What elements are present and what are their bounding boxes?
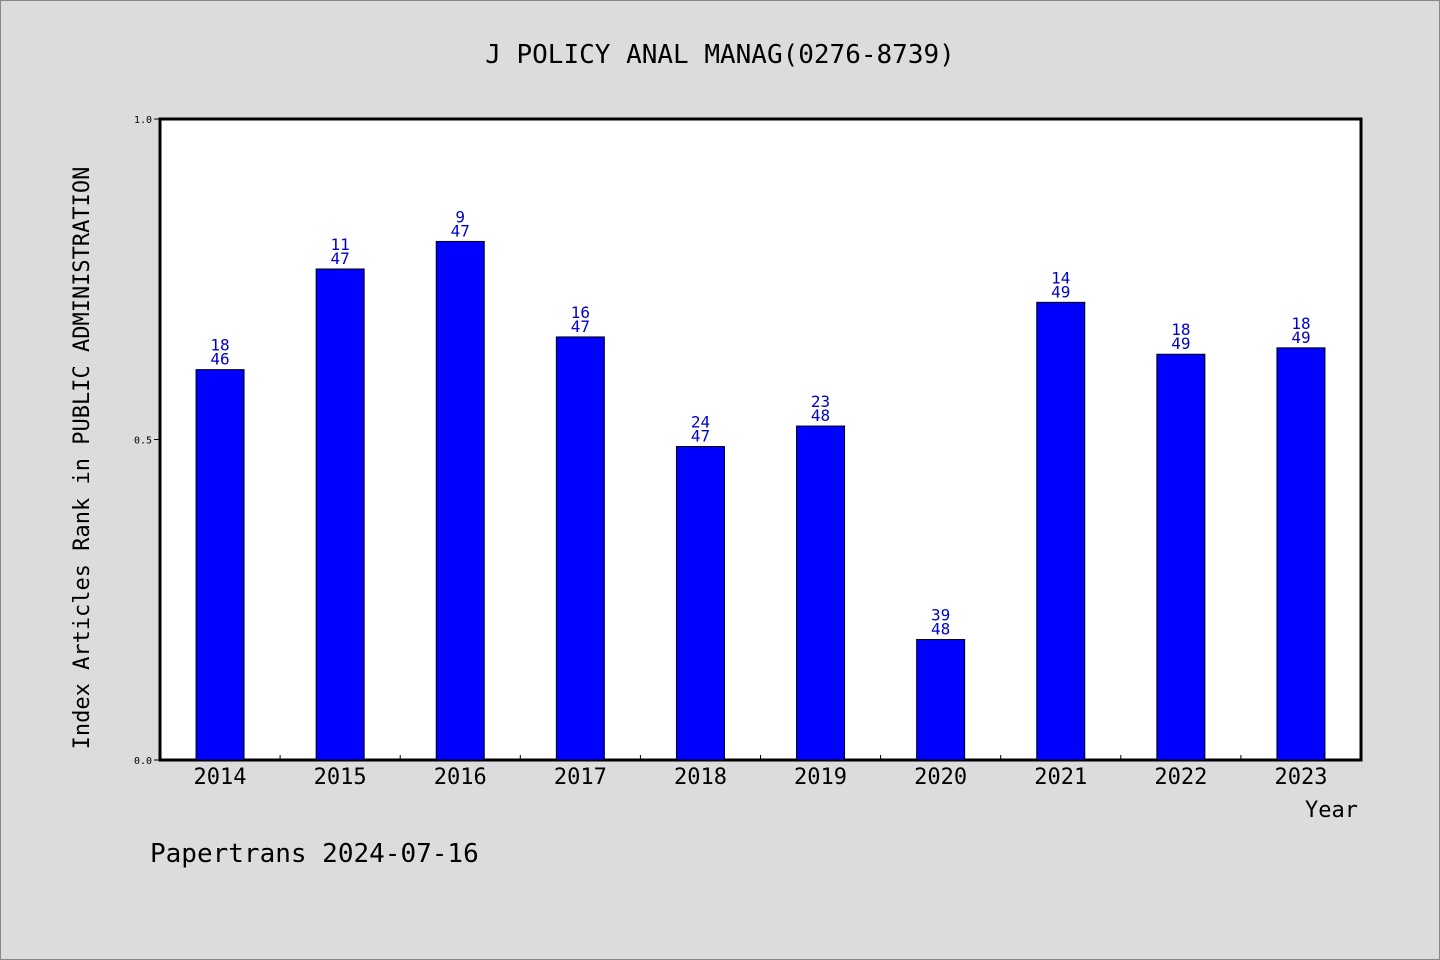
bar-rank-label: 18 bbox=[210, 336, 229, 355]
bar-rank-label: 23 bbox=[811, 392, 830, 411]
x-tick-label: 2018 bbox=[674, 765, 727, 790]
x-tick-label: 2016 bbox=[434, 765, 487, 790]
bar-rank-label: 18 bbox=[1291, 314, 1310, 333]
bar-total-label: 47 bbox=[451, 221, 470, 240]
bar-total-label: 47 bbox=[331, 249, 350, 268]
bar-2022 bbox=[1156, 353, 1206, 761]
y-tick-label: 0.5 bbox=[134, 436, 152, 447]
bar-rank-label: 11 bbox=[331, 235, 350, 254]
x-tick-label: 2022 bbox=[1154, 765, 1207, 790]
bar-2016 bbox=[435, 240, 485, 761]
y-tick-label: 1.0 bbox=[134, 115, 152, 126]
bar-rank-label: 14 bbox=[1051, 268, 1070, 287]
y-tick-label: 0.0 bbox=[134, 756, 152, 767]
chart-title: J POLICY ANAL MANAG(0276-8739) bbox=[485, 40, 955, 70]
bar-total-label: 49 bbox=[1051, 282, 1070, 301]
x-tick-label: 2014 bbox=[194, 765, 247, 790]
x-axis-label: Year bbox=[1305, 798, 1358, 823]
bar-total-label: 49 bbox=[1171, 334, 1190, 353]
bar-rank-label: 24 bbox=[691, 413, 710, 432]
x-tick-label: 2023 bbox=[1274, 765, 1327, 790]
x-tick-label: 2019 bbox=[794, 765, 847, 790]
x-tick-label: 2021 bbox=[1034, 765, 1087, 790]
bar-total-label: 49 bbox=[1291, 328, 1310, 347]
x-tick-label: 2020 bbox=[914, 765, 967, 790]
bar-2019 bbox=[796, 425, 846, 761]
bar-2017 bbox=[555, 336, 605, 761]
x-tick-label: 2015 bbox=[314, 765, 367, 790]
bar-2023 bbox=[1276, 347, 1326, 761]
bar-total-label: 48 bbox=[811, 406, 830, 425]
bar-rank-label: 9 bbox=[455, 207, 465, 226]
y-axis-label: Index Articles Rank in PUBLIC ADMINISTRA… bbox=[70, 167, 95, 750]
bar-total-label: 47 bbox=[571, 317, 590, 336]
bar-2015 bbox=[315, 268, 365, 761]
bar-rank-label: 16 bbox=[571, 303, 590, 322]
bar-total-label: 46 bbox=[210, 350, 229, 369]
bar-total-label: 47 bbox=[691, 427, 710, 446]
bar-2020 bbox=[916, 638, 966, 761]
bar-2018 bbox=[675, 446, 725, 761]
x-tick-label: 2017 bbox=[554, 765, 607, 790]
bar-2021 bbox=[1036, 301, 1086, 761]
bar-rank-label: 39 bbox=[931, 605, 950, 624]
bar-total-label: 48 bbox=[931, 619, 950, 638]
footer-stamp: Papertrans 2024-07-16 bbox=[150, 839, 479, 869]
bar-rank-label: 18 bbox=[1171, 320, 1190, 339]
bar-2014 bbox=[195, 369, 245, 761]
